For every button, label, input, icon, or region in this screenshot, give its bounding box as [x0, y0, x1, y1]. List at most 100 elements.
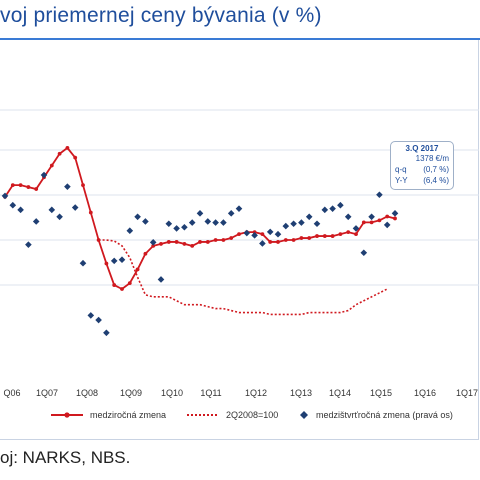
- series-yoy-point: [127, 281, 132, 286]
- legend-label-index: 2Q2008=100: [226, 410, 279, 420]
- chart-legend: medziročná zmena 2Q2008=100 medzištvrťro…: [0, 406, 480, 428]
- series-qoq-point: [220, 219, 227, 226]
- series-yoy-point: [10, 183, 15, 188]
- series-yoy-point: [369, 220, 374, 225]
- x-tick-label: 1Q09: [120, 388, 142, 398]
- series-yoy-point: [57, 151, 62, 156]
- series-qoq-point: [290, 220, 297, 228]
- series-qoq-point: [282, 222, 290, 230]
- callout-yy-row: Y-Y (6,4 %): [395, 175, 449, 186]
- series-yoy-point: [49, 163, 54, 168]
- annotation-callout: 3.Q 2017 1378 €/m q-q (0,7 %) Y-Y (6,4 %…: [390, 141, 454, 190]
- series-yoy-point: [73, 155, 78, 160]
- series-yoy-point: [268, 240, 273, 244]
- series-qoq-point: [71, 204, 79, 211]
- series-yoy-point: [151, 243, 156, 248]
- x-tick-label: 1Q07: [36, 388, 58, 398]
- series-yoy-point: [190, 243, 195, 248]
- series-qoq-point: [329, 205, 336, 212]
- series-qoq-point: [274, 230, 282, 238]
- series-qoq-point: [376, 191, 383, 199]
- series-yoy-point: [299, 236, 304, 240]
- series-qoq-point: [212, 219, 219, 226]
- chart-plot: Q06 1Q07 1Q08 1Q09 1Q10 1Q11 1Q12 1Q13 1Q14 1Q15 1…: [0, 109, 479, 398]
- series-qoq-point: [243, 229, 251, 237]
- series-qoq-point: [266, 228, 274, 236]
- legend-label-qoq: medzištvrťročná zmena (pravá os): [316, 410, 453, 420]
- series-qoq-point: [251, 232, 258, 239]
- series-yoy-point: [65, 145, 70, 150]
- series-qoq-point: [321, 206, 329, 214]
- series-yoy-point: [159, 242, 163, 246]
- x-tick-label: 1Q13: [290, 388, 312, 398]
- series-yoy-point: [221, 238, 226, 242]
- series-qoq-point: [134, 213, 141, 221]
- series-qoq-point: [391, 210, 399, 217]
- series-yoy-point: [182, 242, 187, 246]
- series-yoy-point: [104, 261, 109, 266]
- series-yoy-point: [276, 240, 280, 244]
- callout-yy-value: (6,4 %): [423, 176, 449, 185]
- series-index-line: [98, 239, 388, 316]
- chart-title: voj priemernej ceny bývania (v %): [0, 4, 322, 27]
- x-tick-label: 1Q17: [456, 388, 478, 398]
- series-qoq-point: [56, 213, 63, 221]
- series-qoq-point: [165, 220, 173, 228]
- series-qoq-point: [142, 218, 149, 225]
- callout-title: 3.Q 2017: [405, 144, 439, 153]
- series-yoy-point: [135, 267, 140, 272]
- series-qoq-point: [235, 205, 243, 212]
- series-qoq-point: [259, 240, 266, 247]
- series-qoq-point: [188, 219, 196, 226]
- series-qoq-point: [25, 241, 32, 248]
- callout-qq-label: q-q: [395, 165, 407, 174]
- legend-symbol-index: [187, 414, 219, 416]
- series-qoq-point: [9, 201, 17, 209]
- callout-qq-value: (0,7 %): [423, 165, 449, 174]
- x-tick-label: 1Q10: [161, 388, 183, 398]
- series-yoy-point: [198, 240, 202, 244]
- series-yoy-point: [96, 238, 101, 242]
- series-yoy-point: [81, 183, 85, 188]
- series-qoq-point: [118, 256, 126, 264]
- series-qoq-point: [40, 171, 48, 179]
- series-yoy-point: [377, 218, 382, 223]
- title-divider: [0, 38, 480, 40]
- callout-yy-label: Y-Y: [395, 176, 408, 185]
- series-yoy-point: [361, 220, 366, 225]
- series-yoy-point: [120, 287, 124, 291]
- x-tick-label: 1Q14: [329, 388, 351, 398]
- series-yoy-point: [393, 216, 397, 221]
- series-yoy-point: [307, 236, 312, 240]
- series-yoy-point: [385, 214, 390, 219]
- series-yoy-point: [26, 185, 31, 189]
- legend-label-yoy: medziročná zmena: [90, 410, 167, 420]
- series-qoq-point: [95, 316, 102, 324]
- series-yoy-point: [143, 251, 148, 256]
- legend-symbol-yoy: [51, 412, 83, 418]
- series-qoq-point: [344, 213, 352, 221]
- series-yoy-point: [330, 234, 335, 238]
- series-qoq-point: [48, 206, 56, 214]
- series-qoq-point: [368, 213, 375, 221]
- x-tick-label: 1Q15: [370, 388, 392, 398]
- series-qoq-point: [32, 218, 40, 225]
- x-tick-label: 1Q11: [200, 388, 221, 398]
- series-yoy-point: [34, 187, 39, 191]
- x-tick-label: 1Q08: [76, 388, 98, 398]
- series-yoy-point: [354, 232, 358, 237]
- series-qoq-point: [64, 183, 71, 190]
- series-yoy-point: [322, 234, 327, 238]
- series-qoq-point: [313, 220, 321, 228]
- series-qoq-point: [157, 276, 165, 283]
- series-yoy-point: [346, 230, 351, 235]
- series-qoq-point: [149, 239, 157, 246]
- series-yoy-point: [260, 232, 265, 237]
- series-yoy-point: [315, 234, 319, 238]
- series-qoq-point: [126, 227, 134, 235]
- series-yoy-point: [88, 210, 93, 215]
- series-yoy-point: [112, 283, 117, 287]
- series-yoy-point: [283, 238, 288, 242]
- series-yoy-point: [338, 232, 343, 237]
- series-qoq-point: [227, 210, 235, 217]
